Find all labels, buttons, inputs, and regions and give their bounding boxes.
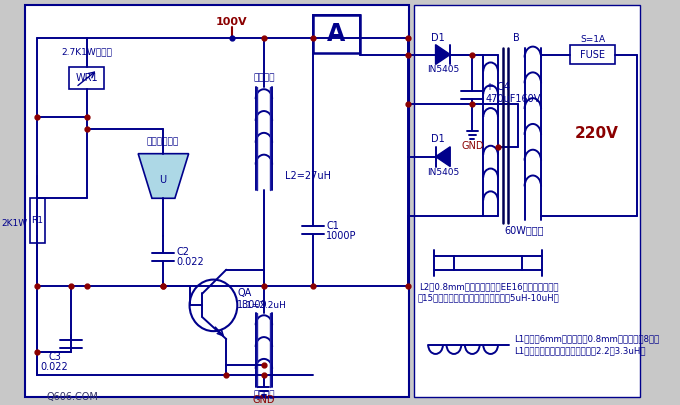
Polygon shape <box>436 45 450 64</box>
Text: 空心线圈: 空心线圈 <box>253 73 275 82</box>
Polygon shape <box>138 153 188 198</box>
Text: 1000P: 1000P <box>326 231 357 241</box>
Bar <box>25 5 409 396</box>
Bar <box>570 45 615 64</box>
Text: C3: C3 <box>48 352 61 362</box>
Text: GND: GND <box>253 394 275 405</box>
Circle shape <box>190 279 237 331</box>
Text: 2K1W: 2K1W <box>1 219 27 228</box>
Text: WR1: WR1 <box>75 73 98 83</box>
Text: 13009: 13009 <box>237 301 268 310</box>
Text: A: A <box>327 22 345 46</box>
Text: C1: C1 <box>326 221 339 231</box>
Text: 2.7K1W电位器: 2.7K1W电位器 <box>61 47 112 56</box>
Text: 0.022: 0.022 <box>177 257 205 267</box>
Text: 绕15匝，没有磁芯下测试电感量约等于5uH-10uH。: 绕15匝，没有磁芯下测试电感量约等于5uH-10uH。 <box>418 294 560 303</box>
Text: 60W变压器: 60W变压器 <box>504 225 543 235</box>
Text: L1是空心电感，测试电感量大约是2.2到3.3uH。: L1是空心电感，测试电感量大约是2.2到3.3uH。 <box>515 346 646 356</box>
Text: GND: GND <box>461 141 483 151</box>
Text: 100V: 100V <box>216 17 248 27</box>
Text: IN5405: IN5405 <box>427 168 459 177</box>
Text: + C4: + C4 <box>486 82 510 92</box>
Bar <box>30 198 45 243</box>
Text: L2=27uH: L2=27uH <box>285 171 331 181</box>
Text: L1=2.2uH: L1=2.2uH <box>241 301 286 310</box>
Text: 220V: 220V <box>575 126 619 141</box>
Text: QA: QA <box>237 288 252 298</box>
Text: D1: D1 <box>430 134 444 144</box>
Text: 0.022: 0.022 <box>41 362 69 372</box>
Bar <box>69 67 104 89</box>
Text: FUSE: FUSE <box>580 49 605 60</box>
Text: L1在直径6mm的筷子上用0.8mm漆包线密绕8匝，: L1在直径6mm的筷子上用0.8mm漆包线密绕8匝， <box>515 335 660 343</box>
Text: IN5405: IN5405 <box>427 65 459 74</box>
Text: Q606.COM: Q606.COM <box>46 392 99 402</box>
Text: 空心线圈: 空心线圈 <box>253 390 275 399</box>
Text: U: U <box>159 175 167 185</box>
Text: 超声波换能器: 超声波换能器 <box>147 137 179 146</box>
Text: C2: C2 <box>177 247 190 257</box>
Text: R1: R1 <box>31 215 44 225</box>
Text: L2用0.8mm的漆包线在一个EE16的变压器骨架上: L2用0.8mm的漆包线在一个EE16的变压器骨架上 <box>419 283 558 292</box>
Bar <box>413 5 640 396</box>
Bar <box>313 15 360 53</box>
Polygon shape <box>436 147 450 166</box>
Text: D1: D1 <box>430 33 444 43</box>
Text: 470uF160V: 470uF160V <box>486 94 541 104</box>
Text: S=1A: S=1A <box>580 35 605 44</box>
Text: B: B <box>513 33 520 43</box>
